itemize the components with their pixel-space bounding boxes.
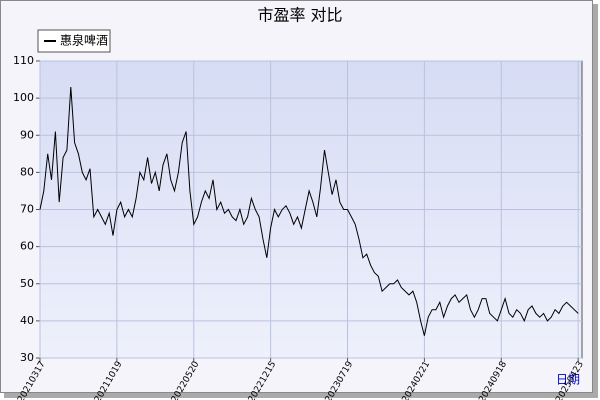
- legend-label: 惠泉啤酒: [60, 33, 108, 48]
- chart-title: 市盈率 对比: [257, 6, 342, 25]
- x-axis-label: 日期: [556, 373, 580, 387]
- y-tick-label: 40: [20, 314, 34, 327]
- y-tick-label: 70: [20, 203, 34, 216]
- y-tick-label: 50: [20, 277, 34, 290]
- shadow: [4, 393, 598, 398]
- y-tick-label: 100: [13, 91, 34, 104]
- line-series: [39, 86, 579, 336]
- y-tick-label: 80: [20, 165, 34, 178]
- legend: [37, 29, 111, 53]
- shadow: [593, 4, 598, 396]
- y-tick-label: 30: [20, 351, 34, 364]
- y-tick-label: 110: [13, 54, 34, 67]
- y-tick-label: 90: [20, 128, 34, 141]
- y-tick-label: 60: [20, 240, 34, 253]
